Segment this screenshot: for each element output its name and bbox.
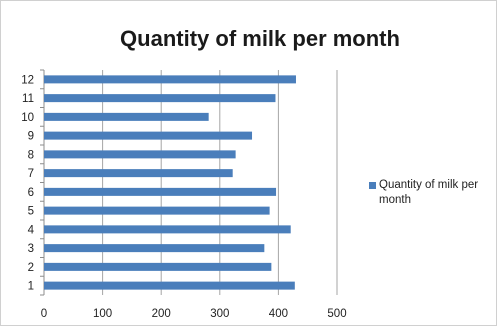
bar-month-6 xyxy=(44,187,277,196)
y-tick-label: 1 xyxy=(28,281,34,293)
y-tick-label: 8 xyxy=(28,149,34,161)
bar-month-5 xyxy=(44,206,270,215)
bar-month-4 xyxy=(44,225,291,234)
bar-month-12 xyxy=(44,75,296,84)
bar-month-1 xyxy=(44,281,295,290)
y-tick-label: 5 xyxy=(28,206,34,218)
chart-title: Quantity of milk per month xyxy=(120,26,400,51)
y-tick-label: 6 xyxy=(28,187,34,199)
y-tick-label: 3 xyxy=(28,243,34,255)
bar-month-10 xyxy=(44,112,209,121)
bar-month-7 xyxy=(44,169,233,178)
x-tick-label: 400 xyxy=(269,308,288,320)
bar-month-9 xyxy=(44,131,253,140)
legend-swatch xyxy=(369,182,376,189)
bar-month-11 xyxy=(44,94,276,103)
y-tick-label: 11 xyxy=(22,93,34,105)
y-tick-label: 4 xyxy=(28,224,35,236)
legend: Quantity of milk per month xyxy=(369,178,495,208)
y-tick-label: 2 xyxy=(28,262,34,274)
x-tick-labels: 0 100 200 300 400 500 xyxy=(41,308,347,320)
axes xyxy=(40,69,45,296)
y-tick-label: 12 xyxy=(21,74,34,86)
x-tick-label: 300 xyxy=(210,308,229,320)
y-tick-label: 10 xyxy=(21,112,34,124)
x-tick-label: 0 xyxy=(41,308,47,320)
x-tick-label: 200 xyxy=(152,308,171,320)
bar-month-8 xyxy=(44,150,236,159)
y-tick-label: 9 xyxy=(28,131,34,143)
x-tick-label: 500 xyxy=(327,308,346,320)
y-tick-label: 7 xyxy=(28,168,34,180)
gridlines xyxy=(102,70,338,295)
bars xyxy=(44,75,296,290)
bar-month-3 xyxy=(44,244,265,253)
legend-label: Quantity of milk per month xyxy=(379,179,479,206)
bar-month-2 xyxy=(44,262,272,271)
x-tick-label: 100 xyxy=(93,308,112,320)
